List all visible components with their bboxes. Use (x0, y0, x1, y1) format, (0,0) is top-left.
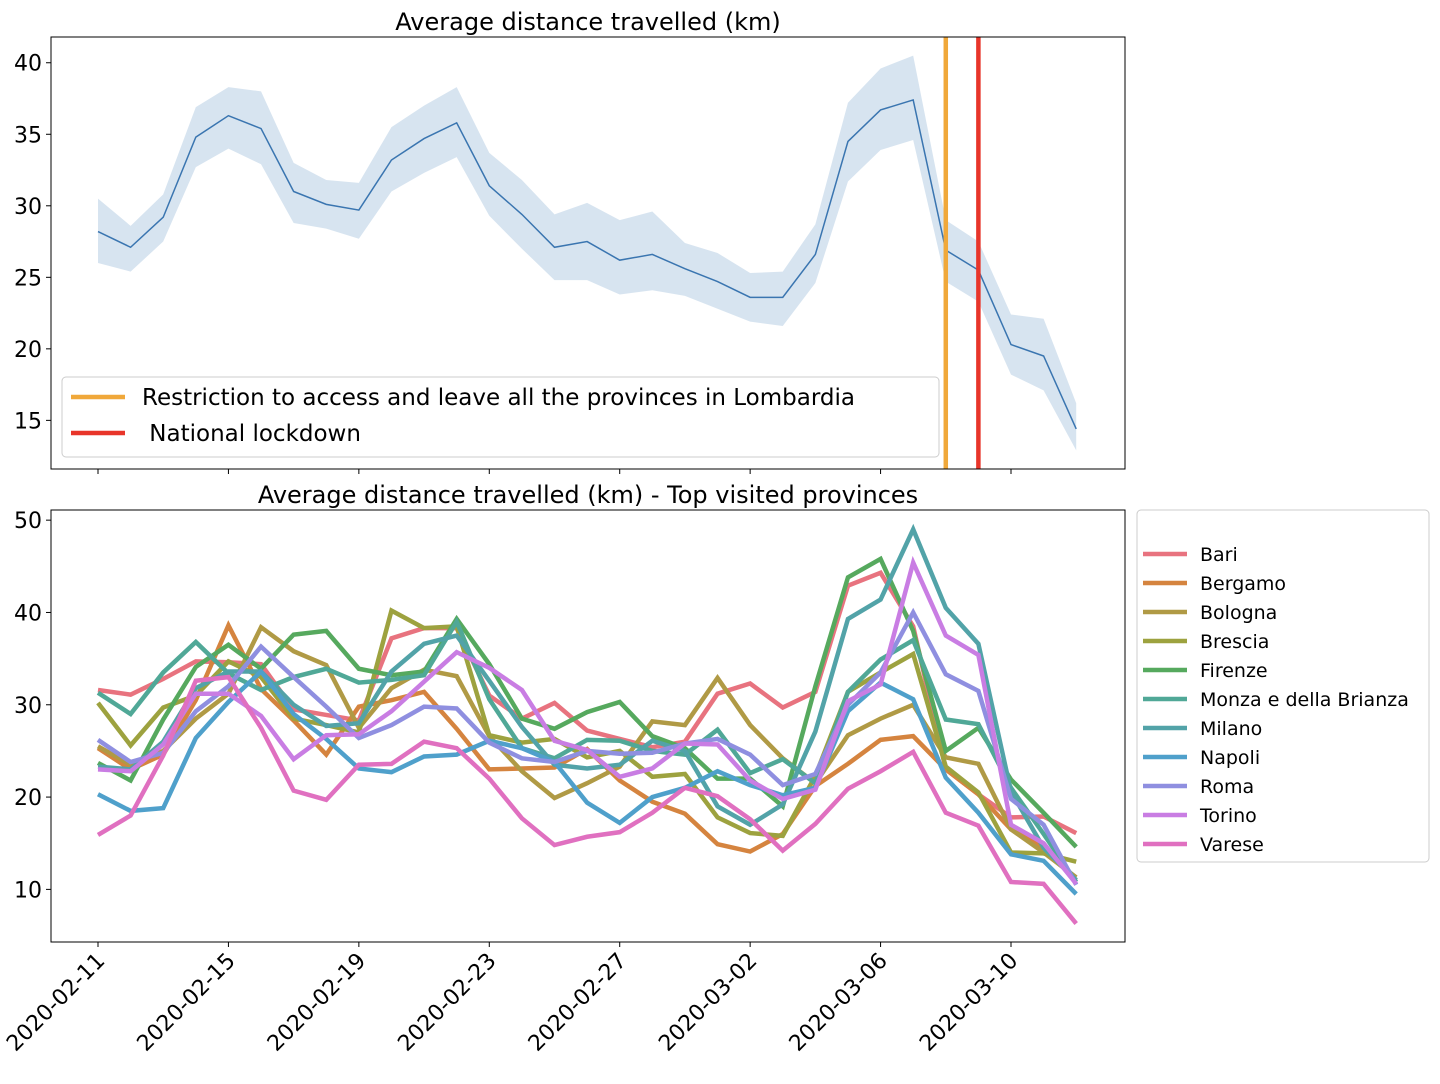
legend-label-torino: Torino (1199, 805, 1257, 827)
legend-label-brescia: Brescia (1200, 631, 1269, 653)
x-tick-label: 2020-03-02 (654, 949, 762, 1057)
y-tick-label: 10 (14, 878, 42, 903)
legend-label-napoli: Napoli (1200, 747, 1260, 769)
bottom-axes-frame (51, 510, 1125, 942)
y-tick-label: 30 (14, 195, 42, 220)
x-tick-label: 2020-03-06 (785, 949, 893, 1057)
y-tick-label: 15 (14, 409, 42, 434)
y-tick-label: 40 (14, 52, 42, 77)
top-title: Average distance travelled (km) (395, 8, 780, 36)
legend-label-firenze: Firenze (1200, 660, 1268, 682)
y-tick-label: 30 (14, 694, 42, 719)
legend-label-bologna: Bologna (1200, 602, 1277, 624)
x-tick-label: 2020-02-15 (133, 949, 241, 1057)
y-tick-label: 20 (14, 338, 42, 363)
y-tick-label: 35 (14, 123, 42, 148)
x-tick-label: 2020-02-19 (263, 949, 371, 1057)
legend-label-monza-e-della-brianza: Monza e della Brianza (1200, 689, 1409, 711)
legend-label-milano: Milano (1200, 718, 1262, 740)
y-tick-label: 25 (14, 266, 42, 291)
legend-label-roma: Roma (1200, 776, 1254, 798)
bottom-title: Average distance travelled (km) - Top vi… (258, 481, 918, 509)
y-tick-label: 20 (14, 786, 42, 811)
top-subplot: Average distance travelled (km) 15 20 25 30… (14, 8, 1125, 474)
legend-label-lockdown: National lockdown (142, 421, 361, 447)
legend-label-bergamo: Bergamo (1200, 573, 1286, 595)
y-tick-label: 50 (14, 509, 42, 534)
top-legend: Restriction to access and leave all the … (62, 377, 939, 457)
legend-label-varese: Varese (1200, 834, 1264, 856)
x-tick-label: 2020-02-11 (2, 949, 110, 1057)
x-tick-label: 2020-02-27 (524, 949, 632, 1057)
legend-label-restriction: Restriction to access and leave all the … (142, 385, 855, 411)
legend-label-bari: Bari (1200, 544, 1238, 566)
bottom-legend: Bari Bergamo Bologna Brescia Firenze Monza e … (1137, 510, 1429, 862)
x-tick-label: 2020-03-10 (915, 949, 1023, 1057)
bottom-subplot: Average distance travelled (km) - Top vi… (2, 481, 1429, 1057)
bottom-legend-box (1137, 510, 1429, 862)
x-tick-label: 2020-02-23 (393, 949, 501, 1057)
y-tick-label: 40 (14, 601, 42, 626)
